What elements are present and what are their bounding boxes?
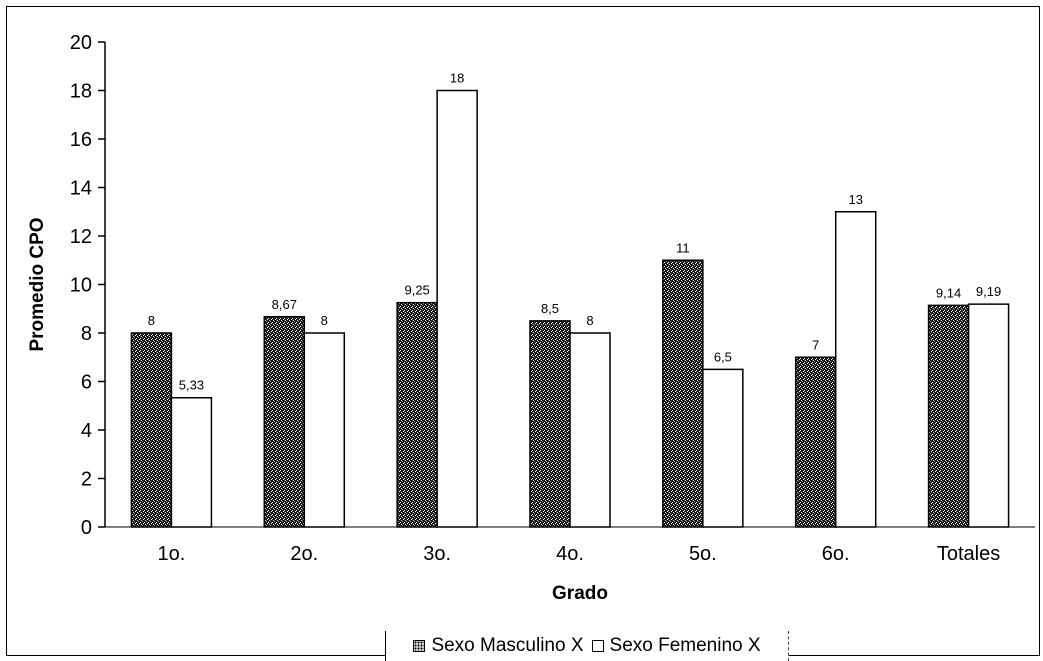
legend: Sexo Masculino X Sexo Femenino X bbox=[385, 631, 789, 661]
x-tick-label: 4o. bbox=[556, 543, 584, 565]
bar-masculino bbox=[396, 301, 438, 528]
axes: 0 2 4 6 8 10 12 14 16 18 20 1o. 2o. 3o. 4o. 5o. 6o. Total… bbox=[70, 32, 1035, 565]
x-tick-label: 1o. bbox=[158, 543, 186, 565]
legend-item-femenino: Sexo Femenino X bbox=[591, 635, 761, 657]
bar-femenino bbox=[967, 303, 1010, 528]
data-label: 9,14 bbox=[936, 285, 961, 300]
data-label: 5,33 bbox=[179, 378, 204, 393]
y-tick-label: 14 bbox=[70, 178, 92, 200]
data-label: 7 bbox=[812, 337, 819, 352]
bar-masculino bbox=[263, 316, 306, 528]
data-label: 8,67 bbox=[272, 297, 297, 312]
bar-femenino bbox=[569, 332, 611, 528]
legend-label-femenino: Sexo Femenino X bbox=[609, 635, 761, 656]
x-tick-label: 6o. bbox=[822, 543, 850, 565]
y-axis-title: Promedio CPO bbox=[27, 217, 48, 351]
data-label: 6,5 bbox=[714, 349, 732, 364]
bar-femenino bbox=[303, 332, 346, 528]
x-tick-label: 2o. bbox=[290, 543, 318, 565]
y-tick-label: 10 bbox=[70, 275, 92, 297]
bar-femenino bbox=[834, 211, 877, 528]
data-label: 9,19 bbox=[976, 284, 1001, 299]
bar-chart: 0 2 4 6 8 10 12 14 16 18 20 1o. 2o. 3o. 4o. 5o. 6o. Total… bbox=[27, 32, 1035, 604]
bar-masculino bbox=[927, 304, 970, 528]
data-label: 18 bbox=[450, 71, 464, 86]
y-tick-label: 0 bbox=[81, 517, 92, 539]
data-labels: 8 5,33 8,67 8 9,25 18 8,5 8 11 6,5 7 13 9,14 9,19 bbox=[148, 71, 1001, 393]
legend-label-masculino: Sexo Masculino X bbox=[431, 635, 584, 656]
y-tick-label: 4 bbox=[81, 420, 92, 442]
data-label: 9,25 bbox=[404, 283, 429, 298]
data-label: 11 bbox=[676, 240, 690, 255]
bar-masculino bbox=[130, 332, 173, 528]
x-tick-label: 5o. bbox=[689, 543, 717, 565]
chart-frame: 0 2 4 6 8 10 12 14 16 18 20 1o. 2o. 3o. 4o. 5o. 6o. Total… bbox=[6, 6, 1040, 661]
y-tick-label: 6 bbox=[81, 372, 92, 394]
bar-masculino bbox=[794, 356, 837, 528]
bar-femenino bbox=[436, 89, 478, 528]
legend-swatch-femenino bbox=[591, 640, 604, 652]
y-tick-label: 18 bbox=[70, 81, 92, 103]
x-axis-title: Grado bbox=[552, 583, 608, 604]
bar-femenino bbox=[170, 396, 213, 528]
data-label: 8 bbox=[148, 313, 155, 328]
bar-masculino bbox=[662, 259, 704, 528]
x-tick-label: 3o. bbox=[423, 543, 451, 565]
data-label: 13 bbox=[848, 192, 862, 207]
data-label: 8 bbox=[586, 313, 593, 328]
legend-swatch-masculino bbox=[413, 640, 426, 652]
bar-masculino bbox=[529, 320, 571, 528]
bars bbox=[130, 89, 1010, 528]
y-tick-label: 16 bbox=[70, 129, 92, 151]
data-label: 8 bbox=[321, 313, 328, 328]
y-tick-label: 8 bbox=[81, 323, 92, 345]
legend-item-masculino: Sexo Masculino X bbox=[413, 635, 584, 657]
x-tick-label: Totales bbox=[937, 543, 1000, 565]
bar-femenino bbox=[702, 368, 744, 528]
data-label: 8,5 bbox=[541, 301, 559, 316]
y-tick-label: 2 bbox=[81, 469, 92, 491]
y-tick-label: 12 bbox=[70, 226, 92, 248]
y-tick-label: 20 bbox=[70, 32, 92, 54]
